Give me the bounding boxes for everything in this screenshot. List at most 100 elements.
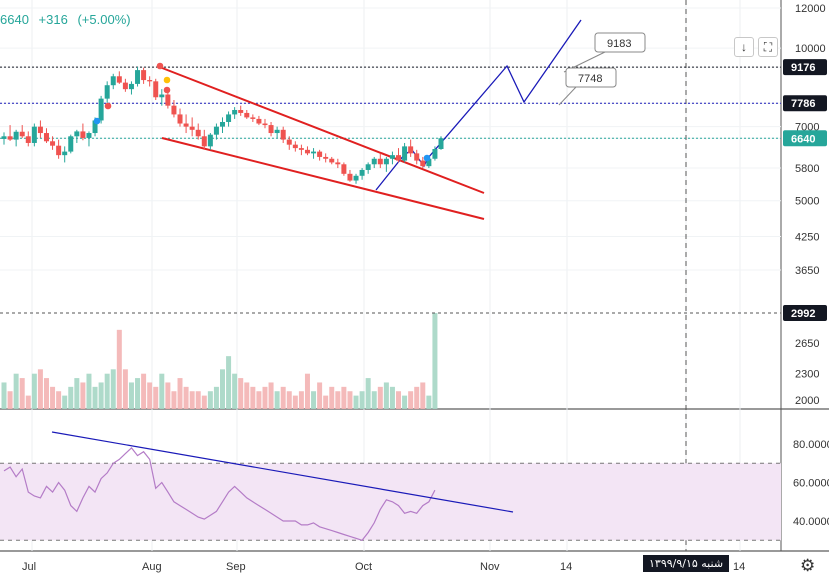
candle-body (98, 98, 104, 121)
volume-bar (347, 391, 353, 409)
candle-body (414, 153, 420, 161)
candle-body (1, 136, 7, 139)
volume-bar (238, 378, 244, 409)
candle-body (195, 129, 201, 137)
candle-body (408, 146, 414, 154)
price-label-box (783, 59, 827, 76)
volume-bar (86, 373, 92, 409)
arrow-down-icon: ↓ (741, 40, 747, 54)
candle-body (438, 138, 444, 150)
candle-body (147, 80, 153, 82)
rsi-line (3, 447, 436, 542)
volume-bar (311, 391, 317, 409)
volume-tick-label: 2650 (795, 338, 819, 350)
volume-bar (359, 391, 365, 409)
candle-body (56, 145, 62, 156)
volume-bar (414, 386, 420, 409)
volume-bar (201, 395, 207, 409)
candle-body (110, 76, 116, 86)
signal-dot (93, 117, 101, 125)
candle-body (226, 114, 232, 122)
candle-body (135, 70, 141, 84)
volume-bar (298, 391, 304, 409)
candle-body (201, 136, 207, 147)
price-change: +316 (38, 12, 68, 27)
volume-bar (165, 382, 171, 409)
trend-lines (156, 19, 582, 220)
candle-body (341, 164, 347, 174)
last-price: 6640 (0, 12, 29, 27)
volume-bar (92, 386, 98, 409)
scroll-down-button[interactable]: ↓ (734, 37, 754, 57)
callout-box (594, 32, 646, 53)
candle-body (402, 146, 408, 161)
candle-body (62, 151, 68, 156)
candlesticks[interactable] (1, 66, 444, 184)
volume-bar (323, 395, 329, 409)
price-tick-label: 10000 (795, 43, 826, 55)
volume-bar (31, 373, 37, 409)
channel-upper-line (156, 65, 485, 194)
volume-bar (177, 378, 183, 409)
callout-text: 9183 (607, 38, 631, 50)
candle-body (432, 149, 438, 159)
candle-body (298, 148, 304, 150)
volume-bar (256, 391, 262, 409)
time-axis: Jul Aug Sep Oct Nov 14 14 (22, 561, 745, 573)
price-tick-label: 5000 (795, 196, 819, 208)
volume-bar (396, 391, 402, 409)
volume-bar (244, 382, 250, 409)
volume-label-box (783, 305, 827, 321)
volume-bar (432, 313, 438, 409)
candle-body (292, 144, 298, 149)
price-label-text: 7786 (791, 98, 815, 110)
price-tick-label: 3650 (795, 265, 819, 277)
volume-bar (13, 373, 19, 409)
candle-body (250, 117, 256, 119)
volume-bar (195, 391, 201, 409)
volume-bar (226, 356, 232, 409)
volume-bar (250, 386, 256, 409)
volume-bar (68, 386, 74, 409)
candle-body (25, 136, 31, 143)
date-tooltip: شنبه ۱۳۹۹/۹/۱۵ (643, 555, 730, 572)
fullscreen-button[interactable]: ⛶ (758, 37, 778, 57)
volume-bar (341, 386, 347, 409)
volume-bar (7, 391, 13, 409)
candle-body (335, 162, 341, 165)
candle-body (268, 125, 274, 134)
volume-bar (317, 382, 323, 409)
volume-bar (304, 373, 310, 409)
gear-icon[interactable]: ⚙ (800, 556, 816, 575)
candle-body (86, 133, 92, 138)
candle-body (420, 160, 426, 167)
candle-body (365, 164, 371, 170)
volume-bar (135, 378, 141, 409)
candle-body (383, 158, 389, 165)
price-tick-label: 12000 (795, 3, 826, 15)
projection-path (375, 19, 582, 191)
volume-bar (141, 373, 147, 409)
fullscreen-icon: ⛶ (763, 40, 773, 54)
candle-body (141, 70, 147, 81)
candle-body (165, 94, 171, 106)
volume-bar (62, 395, 68, 409)
candle-body (50, 141, 56, 146)
volume-bar (116, 329, 122, 409)
volume-bar (19, 378, 25, 409)
candle-body (7, 136, 13, 140)
price-tick-label: 5800 (795, 163, 819, 175)
volume-bar (147, 382, 153, 409)
rsi-tick-label: 40.0000 (793, 516, 829, 528)
candle-body (104, 85, 110, 99)
candle-body (389, 155, 395, 159)
candle-body (329, 158, 335, 163)
volume-bar (189, 391, 195, 409)
signal-dot (163, 86, 171, 94)
rsi-panel (0, 431, 781, 542)
candle-body (122, 82, 128, 90)
volume-bar (159, 373, 165, 409)
candle-body (311, 151, 317, 154)
volume-bar (220, 369, 225, 409)
